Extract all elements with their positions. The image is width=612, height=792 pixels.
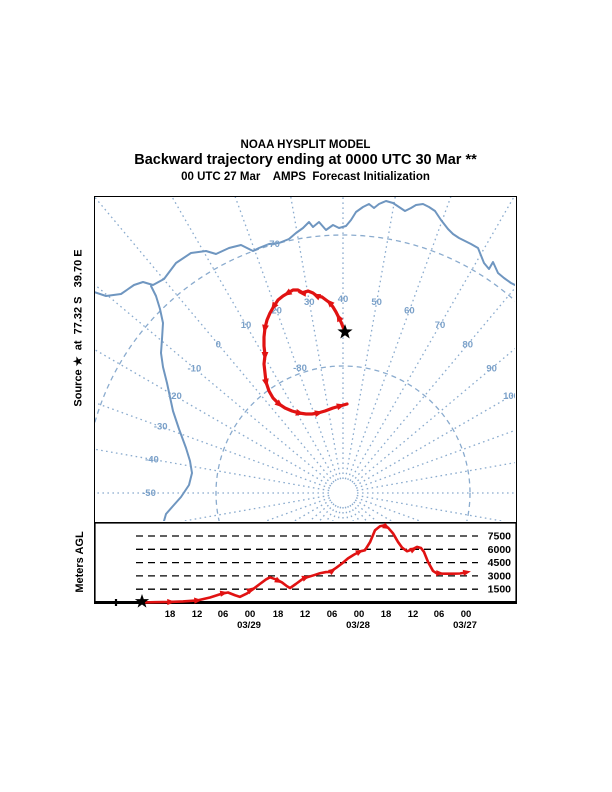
latitude-label: -80 [293,363,307,374]
longitude-label: 60 [404,306,415,317]
meridian-line [95,448,330,492]
height-tick-label: 3000 [488,570,512,582]
meridian-line [318,503,335,521]
height-6h-marker [219,590,228,597]
longitude-label: -10 [188,363,202,374]
height-6h-marker [382,522,391,530]
trajectory-6h-marker [262,324,269,334]
time-tick-label: 00 [354,609,365,620]
height-6h-marker [462,569,471,576]
height-6h-marker [167,598,175,606]
height-profile-panel: 1500 3000 4500 6000 7500 18 12 06 00 18 12 06 00 18 12… [94,522,517,634]
height-tick-label: 4500 [488,557,512,569]
meridian-line [308,501,333,521]
latitude-label: -70 [266,239,280,250]
height-tick-label: 1500 [488,584,512,596]
meridian-line [351,287,515,483]
trajectory-6h-marker [297,289,307,297]
meridian-line [180,494,330,521]
longitude-label: 10 [241,320,252,331]
meridian-line [234,197,339,481]
date-label: 03/28 [346,620,370,631]
longitude-label: -30 [154,422,168,433]
trajectory-6h-marker [274,399,284,408]
map-plot: -50 -40 -30 -20 -10 0 10 20 30 40 50 60 70 80 90 100 -70… [95,197,515,521]
source-axis-label: Source ★ at 77.32 S 39.70 E [72,249,85,407]
longitude-label: 40 [338,294,349,305]
meridian-line [95,197,335,483]
height-6h-marker [301,575,310,582]
longitude-label: 100 [503,391,515,402]
profile-source-star [134,594,150,608]
trajectory-6h-marker [262,378,269,388]
height-profile-line [140,524,468,604]
height-6h-marker [436,570,444,577]
trajectory-6h-marker [271,301,279,311]
height-tick-label: 6000 [488,544,512,556]
meridian-line [354,499,393,521]
trajectory-6h-marker [295,409,305,416]
time-tick-label: 00 [461,609,472,620]
trajectory-map-panel: -50 -40 -30 -20 -10 0 10 20 30 40 50 60 70 80 90 100 -70… [94,196,517,523]
time-tick-label: 18 [165,609,176,620]
date-label: 03/29 [237,620,261,631]
trajectory-6h-marker [261,351,269,361]
date-label: 03/27 [453,620,477,631]
height-axis-label: Meters AGL [74,531,86,593]
trajectory-6h-marker [336,313,344,323]
meridian-line [354,392,515,487]
height-6h-marker [245,587,255,595]
time-tick-label: 06 [327,609,338,620]
meridian-line [293,499,332,521]
longitude-label: 90 [486,363,497,374]
trajectory-6h-marker [311,293,322,301]
trajectory-6h-marker [326,299,335,308]
height-6h-marker [274,576,283,584]
time-tick-label: 12 [408,609,419,620]
meridian-line [356,462,515,492]
longitude-label: -50 [142,488,156,499]
source-star-marker [337,324,353,339]
init-subtitle: 00 UTC 27 Mar AMPS Forecast Initializati… [181,171,430,183]
time-tick-label: 06 [434,609,445,620]
height-6h-marker [327,568,337,576]
latitude-circle [215,365,471,521]
longitude-label: -20 [168,391,182,402]
meridian-line [332,505,339,521]
meridian-line [356,494,506,521]
longitude-label: 80 [462,339,473,350]
time-tick-label: 00 [245,609,256,620]
height-tick-label: 7500 [488,531,512,543]
trajectory-6h-marker [314,410,324,418]
latitude-circle [95,234,515,425]
coastline [150,285,193,521]
longitude-label: 20 [271,306,282,317]
longitude-label: -40 [145,454,159,465]
longitude-label: 0 [216,339,221,350]
meridian-line [347,197,452,481]
time-tick-label: 18 [273,609,284,620]
height-6h-marker [409,547,418,554]
trajectory-6h-marker [336,403,346,411]
time-tick-label: 18 [381,609,392,620]
trajectory-title: Backward trajectory ending at 0000 UTC 3… [134,152,477,168]
trajectory-6h-marker [283,288,293,296]
meridian-line [353,501,378,521]
coastline [95,200,515,297]
meridian-line [95,402,331,489]
time-tick-label: 12 [192,609,203,620]
meridian-line [349,197,515,482]
time-tick-label: 12 [300,609,311,620]
longitude-label: 50 [371,297,382,308]
height-6h-marker [355,549,364,556]
height-6h-marker [194,597,202,604]
time-tick-label: 06 [218,609,229,620]
longitude-label: 70 [435,320,446,331]
longitude-label: 30 [304,297,315,308]
model-title: NOAA HYSPLIT MODEL [240,139,371,151]
